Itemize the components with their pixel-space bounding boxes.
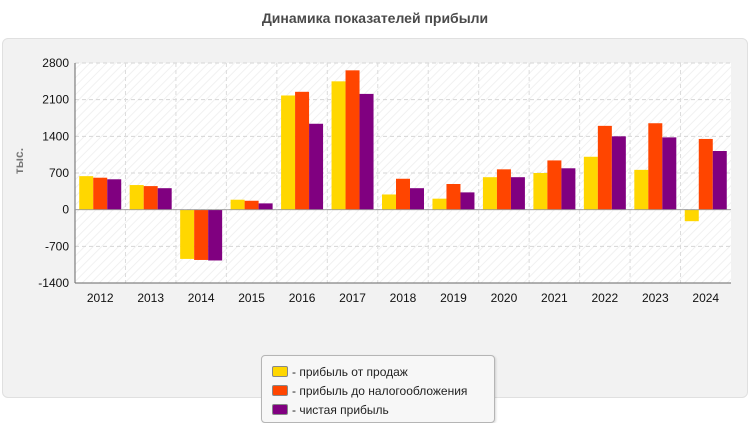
legend-item-pretax-profit: - прибыль до налогообложения — [272, 381, 494, 400]
bar-2022-series-1[interactable] — [597, 125, 612, 210]
bar-2023-series-0[interactable] — [634, 169, 649, 210]
legend-label-pretax-profit: - прибыль до налогообложения — [292, 383, 468, 398]
bar-2021-series-0[interactable] — [533, 173, 548, 210]
bar-2016-series-1[interactable] — [295, 91, 310, 210]
bar-2020-series-1[interactable] — [496, 169, 511, 210]
y-tick-label: 700 — [49, 166, 69, 180]
x-tick-label: 2023 — [642, 291, 669, 305]
bar-2012-series-0[interactable] — [79, 176, 94, 210]
legend-label-net-profit: - чистая прибыль — [292, 402, 389, 417]
bar-2012-series-2[interactable] — [107, 179, 122, 210]
legend: - прибыль от продаж - прибыль до налогоо… — [261, 355, 495, 423]
x-tick-label: 2013 — [137, 291, 164, 305]
bar-2022-series-2[interactable] — [611, 136, 626, 210]
bar-2013-series-0[interactable] — [129, 185, 144, 210]
bar-2021-series-1[interactable] — [547, 160, 562, 210]
x-tick-label: 2012 — [87, 291, 114, 305]
bar-2014-series-2[interactable] — [208, 209, 223, 261]
bar-2018-series-0[interactable] — [382, 194, 396, 210]
bar-2023-series-1[interactable] — [648, 123, 663, 210]
bar-2012-series-1[interactable] — [93, 177, 108, 210]
y-tick-label: 2100 — [42, 93, 69, 107]
x-tick-label: 2016 — [289, 291, 316, 305]
bar-2017-series-1[interactable] — [345, 70, 360, 210]
axes-group: 2800 2100 1400 700 0 -700 -1400 2012 2013 2014 201… — [38, 56, 731, 305]
bar-chart: 2800 2100 1400 700 0 -700 -1400 2012 2013 2014 201… — [12, 56, 731, 305]
legend-item-sales-profit: - прибыль от продаж — [272, 362, 494, 381]
legend-swatch-pretax-profit — [272, 385, 288, 396]
bar-2014-series-0[interactable] — [180, 209, 195, 259]
bar-2024-series-2[interactable] — [712, 151, 727, 210]
legend-item-net-profit: - чистая прибыль — [272, 400, 494, 419]
bar-2018-series-1[interactable] — [396, 178, 410, 210]
bar-2017-series-0[interactable] — [331, 81, 346, 210]
x-tick-label: 2021 — [541, 291, 568, 305]
bar-2023-series-2[interactable] — [662, 137, 677, 210]
bar-2022-series-0[interactable] — [583, 156, 598, 210]
x-tick-label: 2017 — [339, 291, 366, 305]
bar-2016-series-0[interactable] — [281, 95, 296, 210]
y-tick-label: 2800 — [42, 56, 69, 70]
bar-2019-series-0[interactable] — [432, 198, 447, 210]
legend-label-sales-profit: - прибыль от продаж — [292, 364, 408, 379]
bar-2021-series-2[interactable] — [561, 168, 576, 210]
x-tick-label: 2024 — [692, 291, 719, 305]
bar-2013-series-1[interactable] — [143, 186, 158, 210]
y-tick-label: -1400 — [38, 276, 69, 290]
x-tick-label: 2015 — [238, 291, 265, 305]
x-tick-label: 2020 — [491, 291, 518, 305]
bar-2016-series-2[interactable] — [309, 123, 324, 210]
bar-2019-series-2[interactable] — [460, 192, 475, 210]
bar-2024-series-1[interactable] — [698, 138, 713, 210]
y-tick-label: -700 — [45, 239, 69, 253]
bar-2024-series-0[interactable] — [684, 209, 699, 222]
bar-2015-series-0[interactable] — [230, 199, 245, 210]
x-tick-label: 2022 — [591, 291, 618, 305]
y-axis-label: тыс. — [12, 148, 26, 174]
x-tick-label: 2018 — [390, 291, 417, 305]
bar-2013-series-2[interactable] — [157, 188, 172, 210]
x-tick-label: 2019 — [440, 291, 467, 305]
chart-title: Динамика показателей прибыли — [261, 10, 489, 26]
bar-2014-series-1[interactable] — [194, 209, 209, 260]
chart-panel: 2800 2100 1400 700 0 -700 -1400 2012 2013 2014 201… — [2, 38, 748, 423]
bar-2017-series-2[interactable] — [359, 93, 374, 210]
bar-2018-series-2[interactable] — [410, 188, 424, 210]
legend-swatch-net-profit — [272, 404, 288, 415]
bar-2020-series-0[interactable] — [482, 177, 497, 210]
bars-group — [79, 70, 727, 261]
y-tick-label: 0 — [62, 203, 69, 217]
bar-2015-series-2[interactable] — [258, 203, 273, 210]
bar-2019-series-1[interactable] — [446, 184, 461, 210]
bar-2020-series-2[interactable] — [510, 177, 525, 210]
bar-2015-series-1[interactable] — [244, 200, 259, 210]
y-tick-label: 1400 — [42, 129, 69, 143]
legend-swatch-sales-profit — [272, 366, 288, 377]
x-tick-label: 2014 — [188, 291, 215, 305]
